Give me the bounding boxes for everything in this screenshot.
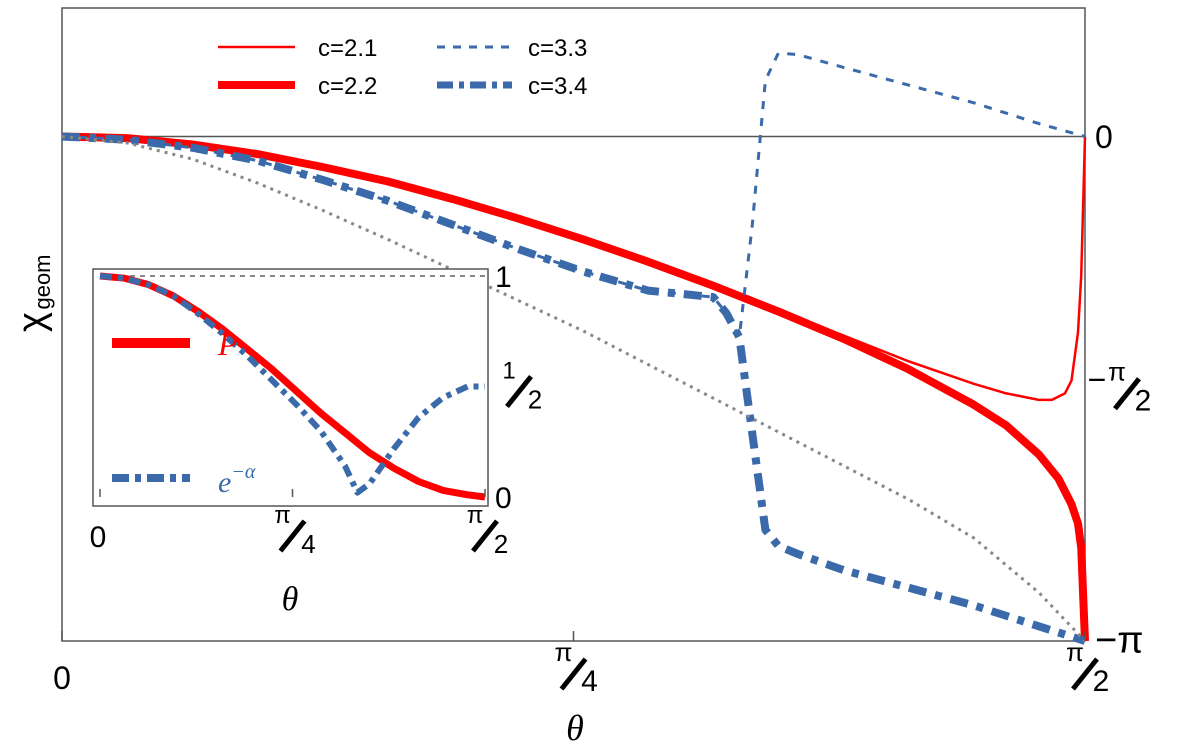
main-tick-num: π [1108, 357, 1126, 387]
legend-label-e-alpha: e−α [218, 461, 256, 499]
legend-label-e-base: e [218, 466, 231, 499]
main-y-axis-label-main: χ [11, 312, 53, 332]
main-tick-prefix: − [1088, 362, 1107, 398]
main-x-axis-label-text: θ [566, 708, 584, 748]
inset-y-tick-label: 0 [495, 482, 512, 515]
inset-tick-den: 4 [301, 529, 315, 559]
inset-tick-den: 2 [494, 529, 508, 559]
main-tick-num: π [1066, 637, 1084, 667]
main-tick-label-frac: π2 [1066, 637, 1109, 698]
main-series-reference-4 [61, 135, 1087, 643]
inset-legend: P e−α [112, 326, 256, 499]
main-series-group [61, 51, 1089, 645]
legend-label-c33: c=3.3 [528, 35, 587, 62]
main-x-axis-label: θ [566, 708, 584, 748]
main-tick-slash [1071, 657, 1099, 691]
inset-tick-slash [471, 519, 499, 553]
inset-x-tick-label: 0 [90, 521, 107, 554]
main-y-tick-label: 0 [1095, 119, 1113, 155]
inset-tick-den: 2 [528, 385, 542, 415]
legend-label-c34: c=3.4 [528, 73, 587, 100]
inset-tick-slash [505, 374, 533, 409]
inset-y-tick-label: 1 [495, 261, 512, 294]
inset-x-axis-label-text: θ [282, 581, 299, 618]
inset-tick-num: π [274, 502, 291, 529]
main-y-axis-label: χ geom [11, 254, 55, 332]
main-x-tick-label: 0 [53, 660, 71, 696]
legend-label-p: P [217, 326, 238, 362]
main-y-tick-label: −π [1095, 620, 1143, 662]
inset-tick-num: 1 [502, 358, 515, 385]
main-tick-label-frac: − π2 [1088, 357, 1152, 418]
main-tick-den: 4 [581, 665, 598, 698]
inset-x-axis-label: θ [282, 581, 299, 618]
main-series-c-3-3-2 [61, 51, 1086, 339]
legend-label-c22: c=2.2 [318, 73, 377, 100]
main-y-axis-label-sub: geom [30, 254, 55, 309]
inset-tick-num: π [467, 502, 484, 529]
inset-tick-label-frac: π2 [467, 502, 509, 559]
main-tick-den: 2 [1093, 665, 1110, 698]
main-series-c-2-2-1 [61, 132, 1089, 642]
main-tick-slash [559, 657, 588, 691]
main-tick-den: 2 [1135, 385, 1152, 418]
inset-tick-label-frac: 12 [502, 358, 542, 415]
main-tick-label-frac: π4 [555, 637, 598, 698]
legend-label-e-sup: −α [231, 461, 255, 483]
inset-tick-label-frac: π4 [274, 502, 316, 559]
main-tick-slash [1113, 377, 1141, 411]
main-y-tick-group: 0− π2−π [1088, 119, 1152, 662]
inset-series-group [99, 272, 486, 501]
main-legend: c=2.1 c=2.2 c=3.3 c=3.4 [218, 35, 587, 100]
inset-tick-slash [278, 519, 307, 553]
main-tick-num: π [555, 637, 573, 667]
legend-label-c21: c=2.1 [318, 35, 377, 62]
main-series-c-3-4-3 [61, 132, 1087, 645]
